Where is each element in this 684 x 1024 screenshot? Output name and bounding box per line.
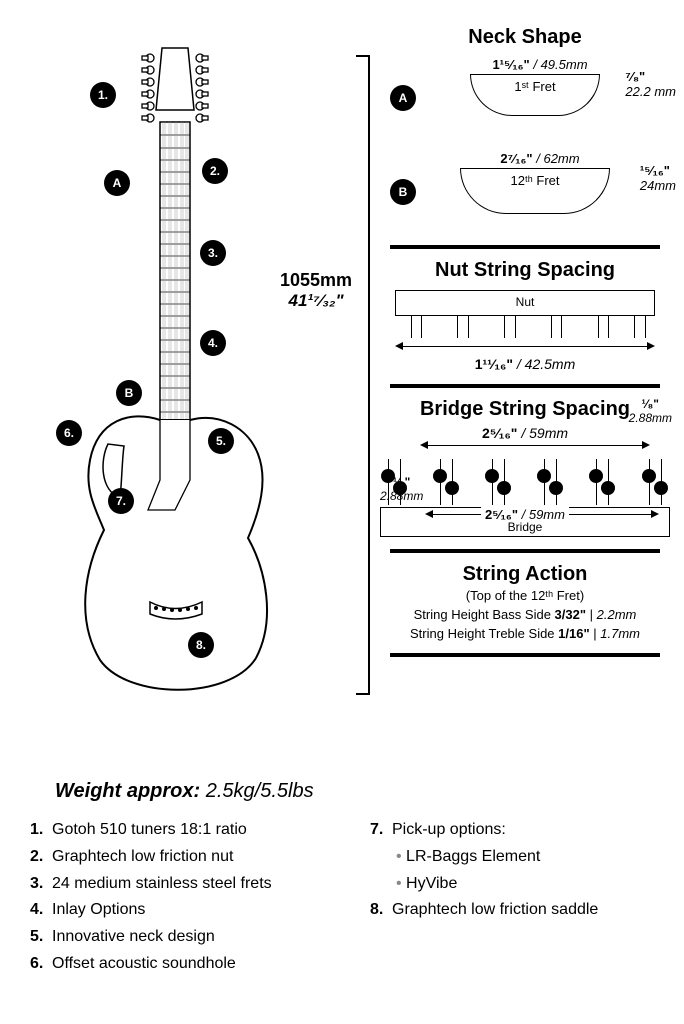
nut-spacing-title: Nut String Spacing [380,259,670,282]
feature-item: 7.Pick-up options: [370,820,660,841]
spec-column: Neck Shape A 1¹⁵⁄₁₆" / 49.5mm 1ˢᵗ Fret ⁷… [380,20,670,667]
marker-A: A [104,170,130,196]
bridge-top-mm: 59mm [529,425,568,441]
features-left: 1.Gotoh 510 tuners 18:1 ratio 2.Graphtech… [30,820,340,981]
features-right: 7.Pick-up options: LR-Baggs Element HyVibe… [370,820,660,981]
bridge-side-in-tr: ¹⁄₈" [642,397,659,411]
feature-item: 4.Inlay Options [30,900,340,921]
neck-a-h-in: ⁷⁄₈" [625,69,645,84]
neck-b-width-in: 2⁷⁄₁₆" [500,151,532,166]
feature-sub-item: HyVibe [396,874,660,895]
neck-a-arc: 1ˢᵗ Fret [470,74,600,116]
string-action-sub: (Top of the 12ᵗʰ Fret) [380,588,670,603]
divider-3 [390,549,660,553]
nut-arrow [395,342,655,352]
bridge-spacing-title: Bridge String Spacing [380,398,670,421]
nut-bar: Nut [395,290,655,316]
marker-2: 2. [202,158,228,184]
nut-string [457,316,458,338]
nut-string [411,316,412,338]
action-treble: String Height Treble Side 1/16" | 1.7mm [380,626,670,641]
bridge-pins [380,455,670,507]
feature-item: 5.Innovative neck design [30,927,340,948]
neck-b-h-mm: 24mm [640,178,676,193]
action-bass: String Height Bass Side 3/32" | 2.2mm [380,607,670,622]
feature-sub-item: LR-Baggs Element [396,847,660,868]
string-action-title: String Action [380,563,670,586]
overall-length: 1055mm 41¹⁷⁄₃₂" [280,270,352,311]
weight-line: Weight approx: 2.5kg/5.5lbs [55,780,314,803]
marker-8: 8. [188,632,214,658]
spec-diagram: 1. 2. A 3. 4. B 6. 5. 7. 8. 1055mm 41¹⁷⁄… [0,0,684,1024]
length-mm: 1055mm [280,270,352,291]
marker-1: 1. [90,82,116,108]
divider-4 [390,653,660,657]
neck-a-label: A [390,85,416,111]
bridge-diagram: ¹⁄₈" 2.88mm 2⁵⁄₁₆" / 59mm 2⁵⁄₁₆" / 59mm … [380,425,670,537]
bridge-side-in-bl: ¹⁄₈" [393,475,410,489]
nut-string [504,316,505,338]
neck-b-fret: 12ᵗʰ Fret [510,173,559,188]
neck-shape-a: A 1¹⁵⁄₁₆" / 49.5mm 1ˢᵗ Fret ⁷⁄₈" 22.2 mm [380,57,670,137]
neck-b-label: B [390,179,416,205]
bridge-side-mm-bl: 2.88mm [380,489,423,503]
feature-lists: 1.Gotoh 510 tuners 18:1 ratio 2.Graphtech… [30,820,670,981]
marker-6: 6. [56,420,82,446]
weight-label: Weight approx: [55,780,200,802]
neck-b-arc: 12ᵗʰ Fret [460,168,610,214]
feature-item: 8.Graphtech low friction saddle [370,900,660,921]
divider-2 [390,384,660,388]
nut-dim-in: 1¹¹⁄₁₆" [475,356,513,372]
feature-item: 6.Offset acoustic soundhole [30,954,340,975]
nut-string [645,316,646,338]
nut-string [598,316,599,338]
marker-5: 5. [208,428,234,454]
marker-4: 4. [200,330,226,356]
bridge-top-in: 2⁵⁄₁₆" [482,425,518,441]
nut-string [551,316,552,338]
nut-strings [395,316,655,342]
nut-dim-mm: 42.5mm [525,356,576,372]
neck-a-width-in: 1¹⁵⁄₁₆" [492,57,529,72]
nut-string [421,316,422,338]
nut-diagram: Nut 1¹¹⁄₁₆" / 42.5mm [395,290,655,372]
marker-B: B [116,380,142,406]
nut-string [468,316,469,338]
neck-a-width-mm: 49.5mm [541,57,588,72]
bridge-bar-label: Bridge [508,520,543,534]
nut-string [561,316,562,338]
bridge-bar: 2⁵⁄₁₆" / 59mm Bridge [380,507,670,537]
neck-a-h-mm: 22.2 mm [625,84,676,99]
feature-item: 2.Graphtech low friction nut [30,847,340,868]
length-in: 41¹⁷⁄₃₂" [280,291,352,311]
bridge-mid-mm: 59mm [529,507,565,522]
bridge-arrow-top [420,441,650,451]
neck-b-h-in: ¹⁵⁄₁₆" [640,163,670,178]
guitar-outline [70,40,280,710]
length-bracket [358,55,370,695]
neck-shape-b: B 2⁷⁄₁₆" / 62mm 12ᵗʰ Fret ¹⁵⁄₁₆" 24mm [380,151,670,231]
feature-item: 1.Gotoh 510 tuners 18:1 ratio [30,820,340,841]
marker-7: 7. [108,488,134,514]
feature-item: 3.24 medium stainless steel frets [30,874,340,895]
neck-b-width-mm: 62mm [543,151,579,166]
marker-3: 3. [200,240,226,266]
nut-string [515,316,516,338]
guitar-diagram: 1. 2. A 3. 4. B 6. 5. 7. 8. [30,40,340,730]
weight-value: 2.5kg/5.5lbs [206,780,314,802]
nut-string [608,316,609,338]
bridge-side-mm-tr: 2.88mm [629,411,672,425]
nut-string [634,316,635,338]
neck-shape-title: Neck Shape [380,26,670,49]
divider-1 [390,245,660,249]
neck-a-fret: 1ˢᵗ Fret [514,79,555,94]
bridge-mid-in: 2⁵⁄₁₆" [485,507,518,522]
